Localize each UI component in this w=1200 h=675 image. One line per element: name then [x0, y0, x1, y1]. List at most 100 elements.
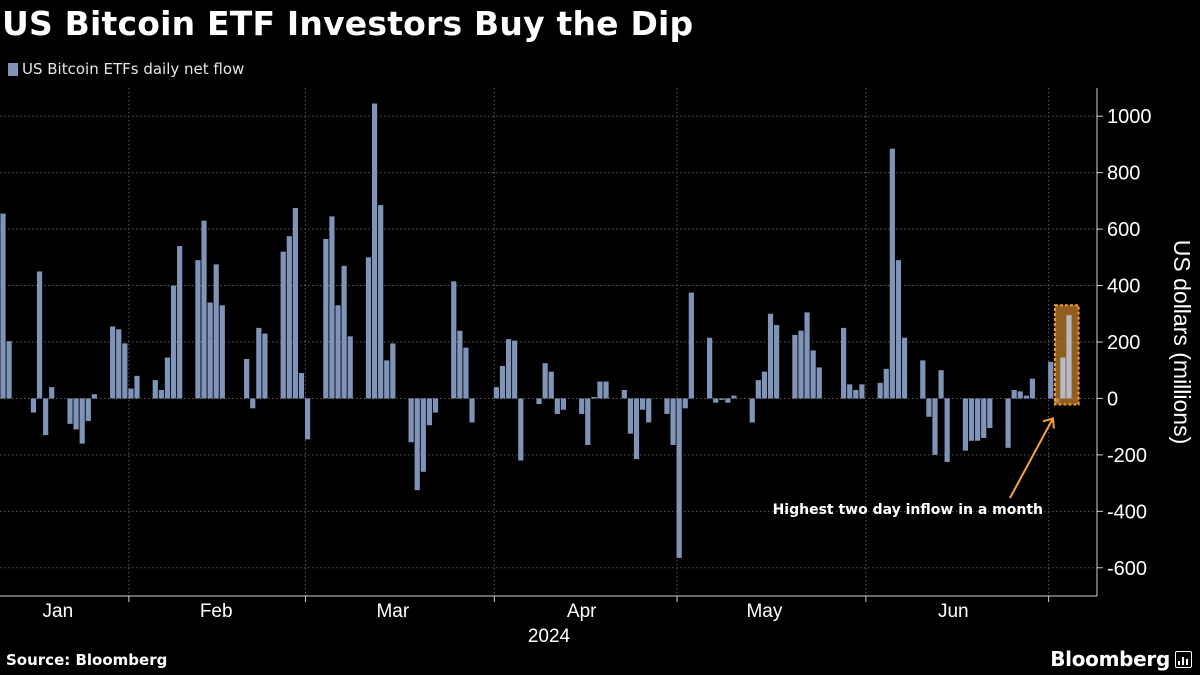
- bar: [79, 398, 85, 444]
- bar: [548, 371, 554, 399]
- bar: [6, 341, 12, 399]
- bar: [262, 333, 268, 399]
- x-tick-label: Mar: [376, 601, 409, 622]
- chart-title: US Bitcoin ETF Investors Buy the Dip: [2, 4, 694, 43]
- bar: [378, 205, 384, 399]
- bar: [585, 398, 591, 446]
- bar: [664, 398, 670, 414]
- bar: [512, 340, 518, 399]
- bar: [682, 398, 688, 409]
- legend: US Bitcoin ETFs daily net flow: [8, 60, 244, 78]
- y-tick-label: 400: [1107, 276, 1140, 298]
- bar: [798, 330, 804, 399]
- y-tick-label: -400: [1107, 501, 1147, 523]
- bar: [968, 398, 975, 441]
- bar: [975, 398, 981, 441]
- bar: [810, 350, 816, 399]
- bar: [426, 398, 432, 426]
- bar: [195, 260, 201, 399]
- bar: [962, 398, 969, 451]
- bar: [688, 292, 694, 399]
- annotation-arrow: [1009, 417, 1054, 499]
- bar: [457, 330, 463, 399]
- annotation-arrowhead: [1042, 417, 1055, 429]
- bar: [73, 398, 79, 430]
- bar: [981, 398, 987, 438]
- bar: [816, 367, 822, 399]
- bar: [292, 207, 298, 399]
- bar: [164, 357, 171, 399]
- x-tick-label: May: [746, 601, 782, 622]
- bar: [170, 285, 177, 399]
- y-tick-label: -600: [1107, 558, 1147, 580]
- bar: [1048, 361, 1054, 399]
- bar: [646, 398, 652, 423]
- y-tick-label: 800: [1107, 163, 1140, 185]
- bar: [719, 398, 725, 400]
- bar: [365, 257, 372, 399]
- bar: [463, 347, 469, 399]
- bar: [280, 251, 286, 399]
- bar: [499, 365, 506, 399]
- bar: [432, 398, 439, 413]
- bloomberg-chart-icon: [1175, 650, 1192, 668]
- annotation: Highest two day inflow in a month: [773, 417, 1055, 518]
- brand-logo: Bloomberg: [1050, 647, 1192, 671]
- bar: [579, 398, 585, 414]
- bar: [286, 236, 292, 399]
- gridlines: [0, 88, 1097, 596]
- bar: [420, 398, 426, 472]
- bar: [518, 398, 524, 461]
- bars: [0, 103, 1060, 558]
- bar: [1005, 398, 1011, 448]
- bar: [158, 389, 164, 399]
- bar: [774, 325, 780, 399]
- bar: [853, 389, 859, 399]
- bar: [323, 238, 329, 399]
- y-axis-label: US dollars (millions): [1169, 240, 1195, 444]
- bar: [1011, 389, 1017, 399]
- bar: [116, 329, 122, 399]
- legend-swatch: [8, 62, 18, 76]
- x-tick-label: Jun: [938, 601, 969, 622]
- bar: [122, 343, 128, 399]
- x-tick-label: Jan: [43, 601, 74, 622]
- y-tick-label: 1000: [1107, 106, 1152, 128]
- bar: [554, 398, 560, 414]
- bar: [1066, 315, 1072, 399]
- bar: [414, 398, 420, 491]
- bar: [901, 337, 908, 399]
- bar: [67, 398, 73, 424]
- bar: [371, 103, 378, 399]
- bar: [725, 398, 731, 403]
- bar: [877, 382, 883, 399]
- bar: [244, 358, 250, 399]
- bar: [640, 398, 646, 410]
- y-tick-label: 0: [1107, 388, 1118, 410]
- bar: [335, 305, 341, 399]
- bar: [591, 397, 597, 399]
- bar: [603, 381, 609, 399]
- axes: -600 -400 -200 0 200 400 600 800 1000 Jan Feb Mar Ap…: [0, 88, 1195, 647]
- bar: [152, 380, 158, 399]
- bar: [505, 339, 512, 399]
- bar: [1060, 357, 1066, 399]
- bar: [859, 384, 865, 399]
- bar: [207, 302, 213, 399]
- bar: [256, 327, 262, 399]
- bar: [451, 281, 457, 399]
- bar: [36, 271, 43, 399]
- bar: [804, 312, 810, 399]
- y-tick-label: 600: [1107, 219, 1140, 241]
- x-axis-label: 2024: [528, 626, 571, 647]
- bar: [177, 246, 183, 399]
- bar: [110, 326, 116, 399]
- bar: [621, 389, 627, 399]
- bar: [676, 398, 682, 558]
- bar: [895, 260, 902, 399]
- bar: [670, 398, 676, 446]
- bar: [304, 398, 311, 440]
- bar: [0, 213, 6, 399]
- bar: [1017, 391, 1023, 399]
- bar: [847, 384, 853, 399]
